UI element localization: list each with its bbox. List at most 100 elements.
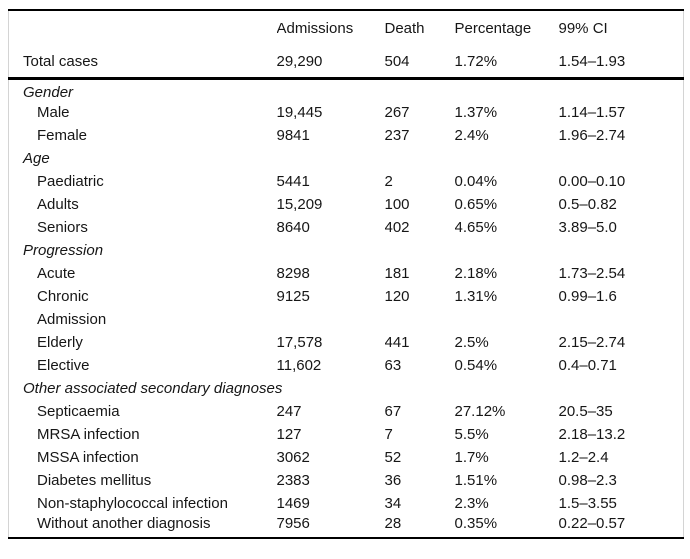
section-row: Progression — [9, 239, 684, 262]
row-label: Septicaemia — [37, 403, 120, 420]
row-label: Adults — [37, 196, 79, 213]
cell-percentage: 5.5% — [454, 426, 489, 443]
cell-percentage — [455, 308, 559, 331]
row-label: MSSA infection — [37, 449, 139, 466]
row-label: Admission — [37, 311, 107, 328]
row-label: Chronic — [37, 288, 89, 305]
cell-ci: 1.96–2.74 — [558, 127, 626, 144]
header-label — [9, 10, 277, 46]
cell-admissions: 9125 — [276, 288, 310, 305]
cell-death: 28 — [384, 515, 402, 532]
section-label: Other associated secondary diagnoses — [23, 380, 283, 397]
cell-admissions: 8640 — [276, 219, 310, 236]
table-body: Gender Male 19,445 267 1.37% 1.14–1.57 Female 9… — [9, 78, 684, 538]
cell-death: 181 — [384, 265, 410, 282]
section-row: Other associated secondary diagnoses — [9, 377, 684, 400]
table-row: Admission — [9, 308, 684, 331]
cell-admissions: 2383 — [276, 472, 310, 489]
cell-death: 2 — [384, 173, 393, 190]
table-row: Non-staphylococcal infection 1469 34 2.3% 1.… — [9, 492, 684, 515]
header-row: Admissions Death Percentage 99% CI — [9, 10, 684, 46]
cell-death: 7 — [384, 426, 393, 443]
cell-admissions: 11,602 — [276, 357, 322, 374]
cell-admissions: 15,209 — [276, 196, 323, 213]
cell-admissions: 17,578 — [276, 334, 323, 351]
table-row: Adults 15,209 100 0.65% 0.5–0.82 — [9, 193, 684, 216]
cell-ci: 1.5–3.55 — [558, 495, 617, 512]
table-row: Male 19,445 267 1.37% 1.14–1.57 — [9, 101, 684, 124]
cell-death: 63 — [384, 357, 402, 374]
row-label: Total cases — [8, 46, 277, 80]
table-row: Acute 8298 181 2.18% 1.73–2.54 — [9, 262, 684, 285]
cell-ci: 0.98–2.3 — [558, 472, 617, 489]
cell-death — [385, 308, 455, 331]
cell-death: 67 — [384, 403, 402, 420]
cell-admissions: 5441 — [276, 173, 310, 190]
row-label: Non-staphylococcal infection — [37, 495, 228, 512]
cell-percentage: 1.31% — [454, 288, 498, 305]
cell-ci: 1.73–2.54 — [558, 265, 626, 282]
cell-admissions: 19,445 — [276, 104, 323, 121]
mortality-statistics-table: Admissions Death Percentage 99% CI Total… — [8, 9, 684, 539]
section-label: Progression — [23, 242, 104, 259]
cell-ci: 1.54–1.93 — [558, 46, 684, 80]
cell-ci: 0.22–0.57 — [558, 515, 626, 532]
cell-death: 441 — [384, 334, 410, 351]
header-death: Death — [384, 20, 425, 37]
cell-percentage: 0.35% — [454, 515, 498, 532]
cell-percentage: 0.65% — [454, 196, 498, 213]
row-label: Female — [37, 127, 88, 144]
section-label: Age — [23, 150, 50, 167]
section-row: Age — [9, 147, 684, 170]
cell-ci: 0.4–0.71 — [558, 357, 617, 374]
cell-admissions: 247 — [276, 403, 302, 420]
cell-admissions — [277, 308, 385, 331]
cell-death: 52 — [384, 449, 402, 466]
table-row: MRSA infection 127 7 5.5% 2.18–13.2 — [9, 423, 684, 446]
cell-percentage: 2.3% — [454, 495, 489, 512]
row-label: Elective — [37, 357, 90, 374]
section-label: Gender — [23, 83, 74, 101]
table-row: Septicaemia 247 67 27.12% 20.5–35 — [9, 400, 684, 423]
cell-death: 100 — [384, 196, 410, 213]
table-row: MSSA infection 3062 52 1.7% 1.2–2.4 — [9, 446, 684, 469]
cell-death: 34 — [384, 495, 402, 512]
cell-ci: 1.14–1.57 — [558, 104, 626, 121]
table-row: Seniors 8640 402 4.65% 3.89–5.0 — [9, 216, 684, 239]
row-label: MRSA infection — [37, 426, 140, 443]
row-label: Without another diagnosis — [37, 515, 211, 532]
header-admissions: Admissions — [276, 20, 354, 37]
total-row: Total cases 29,290 504 1.72% 1.54–1.93 — [8, 46, 684, 80]
cell-ci: 3.89–5.0 — [558, 219, 617, 236]
cell-percentage: 2.5% — [454, 334, 489, 351]
row-label: Male — [37, 104, 70, 121]
cell-admissions: 1469 — [276, 495, 310, 512]
cell-ci: 2.15–2.74 — [558, 334, 626, 351]
table-header: Admissions Death Percentage 99% CI — [9, 10, 684, 46]
cell-admissions: 3062 — [276, 449, 310, 466]
cell-percentage: 0.54% — [454, 357, 498, 374]
section-row: Gender — [9, 78, 684, 101]
row-label: Diabetes mellitus — [37, 472, 152, 489]
total-section: Total cases 29,290 504 1.72% 1.54–1.93 — [8, 46, 684, 80]
cell-percentage: 27.12% — [454, 403, 506, 420]
row-label: Seniors — [37, 219, 88, 236]
cell-ci: 1.2–2.4 — [558, 449, 609, 466]
table-row: Without another diagnosis 7956 28 0.35% 0.22… — [9, 515, 684, 538]
table-row: Female 9841 237 2.4% 1.96–2.74 — [9, 124, 684, 147]
cell-percentage: 2.4% — [454, 127, 489, 144]
table-row: Paediatric 5441 2 0.04% 0.00–0.10 — [9, 170, 684, 193]
cell-death: 267 — [384, 104, 410, 121]
cell-admissions: 7956 — [276, 515, 310, 532]
cell-ci — [559, 308, 684, 331]
cell-percentage: 1.7% — [454, 449, 489, 466]
cell-death: 504 — [384, 46, 455, 80]
cell-death: 402 — [384, 219, 410, 236]
table-row: Elective 11,602 63 0.54% 0.4–0.71 — [9, 354, 684, 377]
cell-ci: 0.99–1.6 — [558, 288, 617, 305]
cell-admissions: 29,290 — [276, 46, 385, 80]
row-label: Elderly — [37, 334, 83, 351]
cell-ci: 20.5–35 — [558, 403, 613, 420]
cell-percentage: 4.65% — [454, 219, 498, 236]
